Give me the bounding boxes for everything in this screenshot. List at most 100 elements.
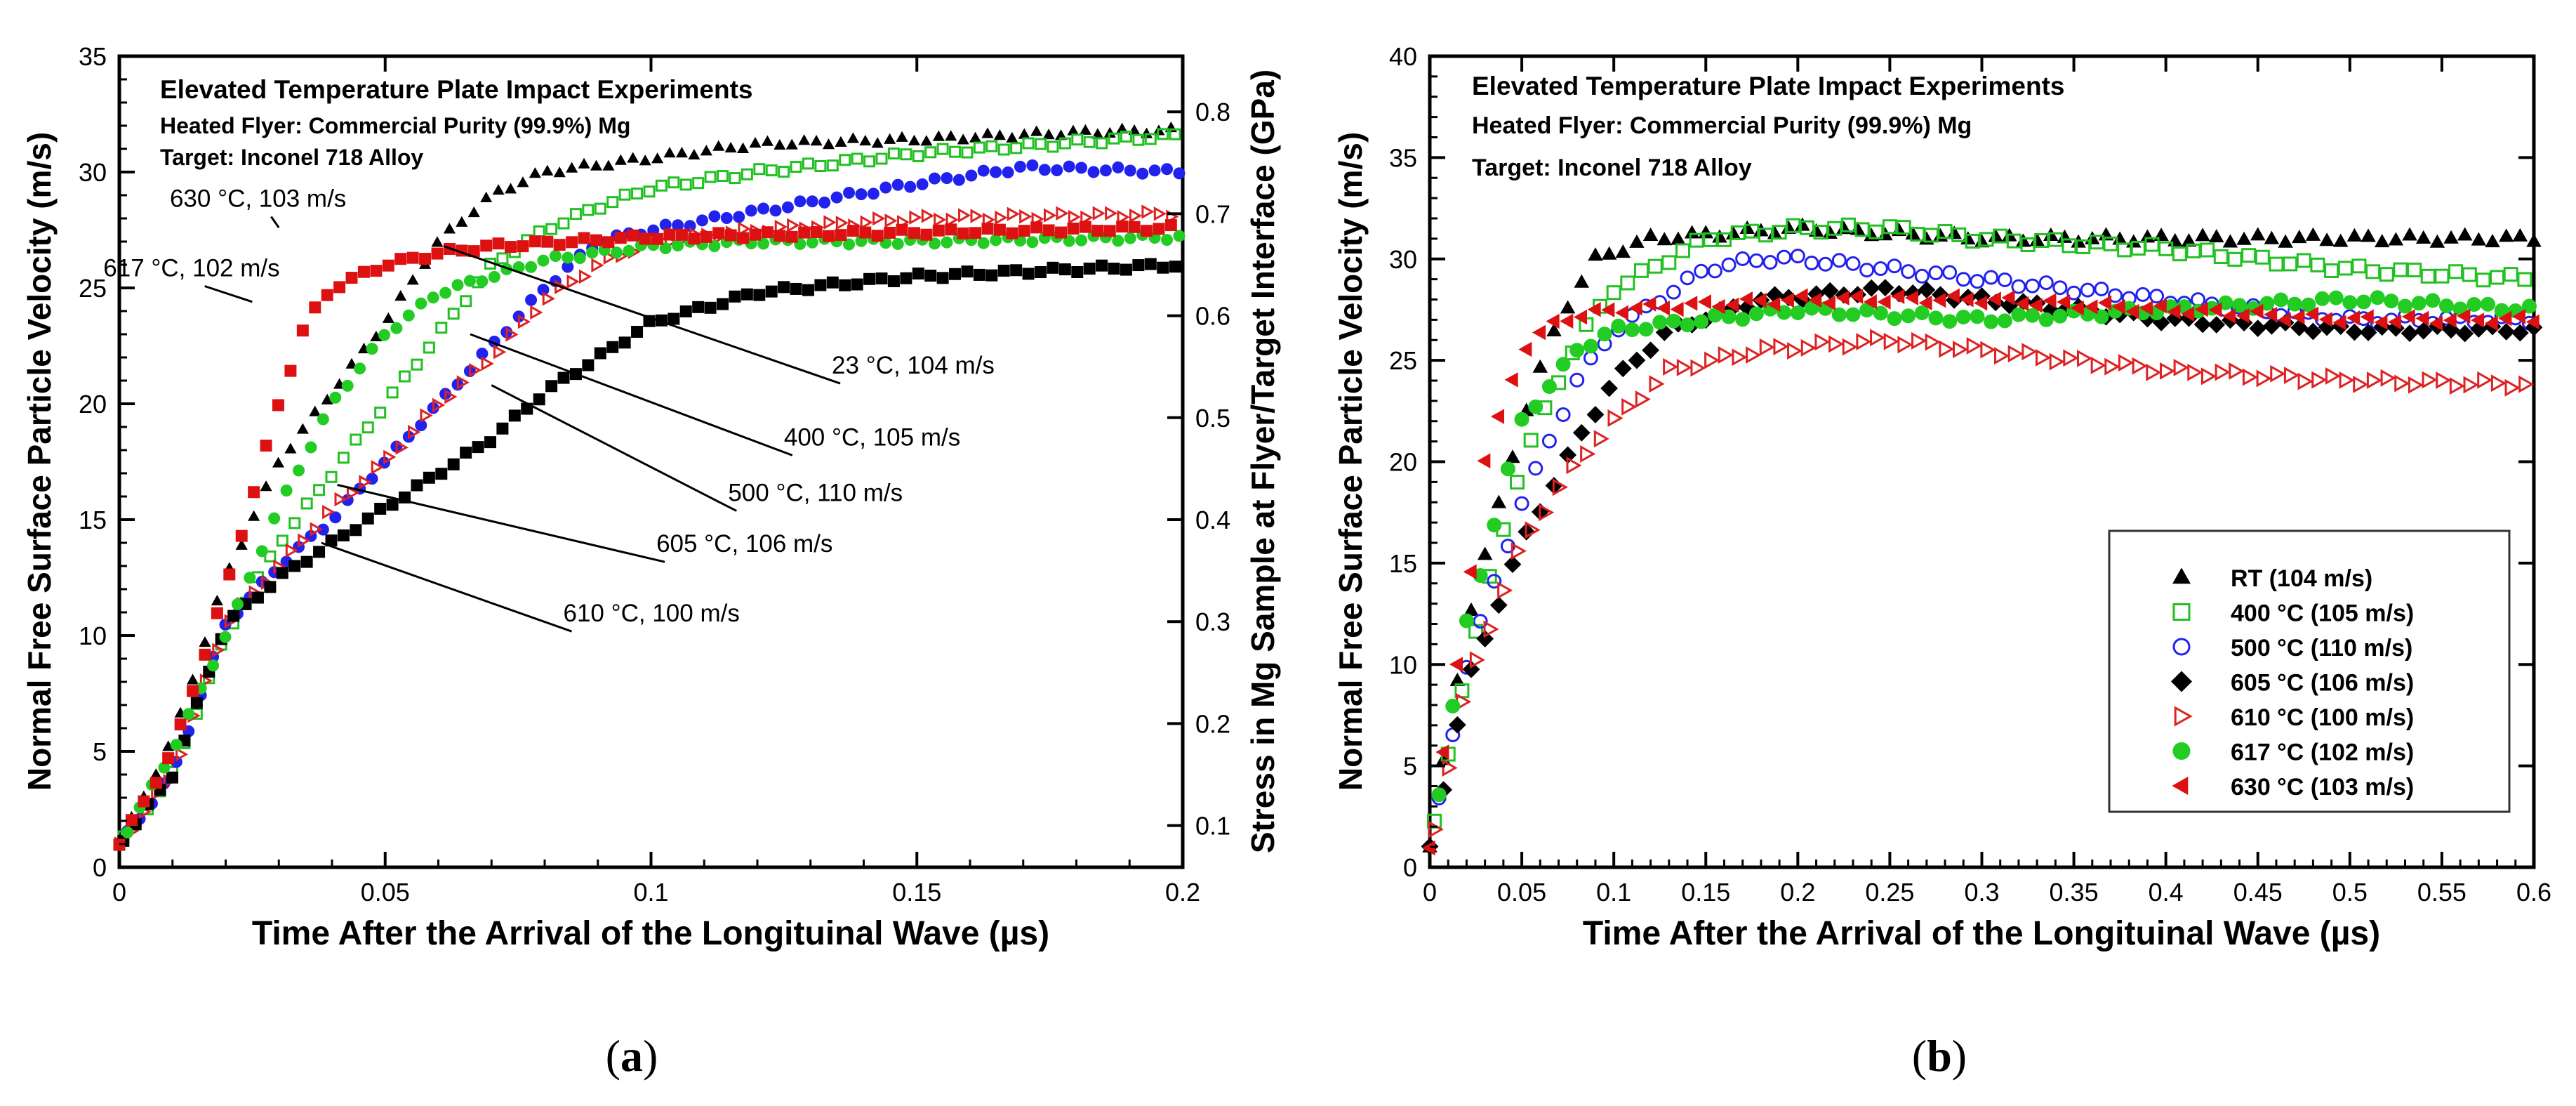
legend-label: 400 °C (105 m/s) (2231, 600, 2414, 627)
data-point (2011, 279, 2026, 294)
data-point (2401, 309, 2415, 324)
data-point (1635, 390, 1651, 409)
data-point (317, 413, 329, 426)
data-point (2172, 246, 2187, 262)
data-point (806, 195, 818, 208)
data-point (2063, 349, 2079, 367)
x-tick-label: 0.45 (2233, 878, 2283, 907)
data-point (1528, 399, 1543, 414)
data-point (1804, 256, 1819, 271)
data-point (578, 157, 590, 169)
data-point (431, 236, 444, 247)
data-point (1173, 230, 1186, 242)
y-tick-label: 15 (79, 506, 107, 534)
data-point (2318, 318, 2336, 336)
data-point (929, 237, 941, 250)
data-point (830, 191, 843, 204)
data-point (594, 202, 606, 215)
data-point (1096, 137, 1108, 150)
data-point (785, 230, 798, 243)
data-point (1689, 232, 1704, 248)
data-point (1124, 164, 1136, 177)
data-point (921, 209, 934, 223)
data-point (1628, 300, 1642, 316)
annotation-label-605-c-106-m-s: 605 °C, 106 m/s (656, 530, 832, 558)
data-point (2415, 310, 2429, 327)
data-point (1132, 133, 1145, 146)
data-point (932, 130, 945, 141)
data-point (2374, 315, 2388, 330)
data-point (839, 154, 851, 166)
data-point (2264, 307, 2278, 322)
data-point (1449, 672, 1466, 686)
data-point (505, 327, 519, 342)
data-point (481, 356, 494, 371)
data-point (255, 545, 268, 558)
data-point (936, 143, 949, 155)
data-point (908, 227, 920, 239)
data-point (541, 164, 554, 176)
y-tick-label: 5 (1403, 752, 1417, 781)
data-point (2236, 308, 2250, 324)
data-point (2521, 298, 2537, 314)
data-point (1500, 461, 1515, 477)
data-point (1124, 232, 1136, 244)
data-point (1105, 206, 1118, 221)
data-point (1006, 227, 1018, 239)
data-point (2215, 363, 2231, 381)
data-point (227, 610, 240, 622)
data-point (2498, 228, 2514, 242)
data-point (1735, 312, 1751, 327)
data-point (924, 146, 937, 159)
data-point (432, 397, 446, 413)
data-point (859, 134, 872, 146)
data-point (2332, 233, 2349, 247)
data-point (663, 228, 676, 241)
data-point (394, 253, 407, 265)
data-point (476, 275, 489, 288)
data-point (1051, 164, 1063, 176)
data-point (2296, 253, 2311, 268)
data-point (1083, 263, 1096, 275)
y-tick-label: 10 (79, 621, 107, 650)
data-point (1532, 324, 1546, 341)
data-point (166, 771, 178, 784)
data-point (562, 251, 574, 264)
data-point (1615, 244, 1631, 258)
plot-area-a (117, 54, 1185, 869)
data-point (2259, 296, 2275, 311)
data-point (530, 305, 543, 320)
data-point (1718, 346, 1734, 364)
data-point (199, 636, 211, 647)
data-point (1075, 234, 1088, 246)
data-point (569, 208, 582, 220)
data-point (1477, 546, 1493, 560)
data-point (2324, 263, 2339, 278)
data-point (1854, 222, 1870, 237)
panel-a-y-axis-label: Normal Free Surface Particle Velocity (m… (21, 132, 58, 791)
data-point (1490, 409, 1505, 424)
data-point (1173, 167, 1186, 180)
data-point (614, 232, 627, 244)
x-tick-label: 0.1 (1596, 878, 1631, 907)
data-point (627, 152, 639, 163)
data-point (1870, 329, 1886, 347)
data-point (990, 234, 1002, 246)
data-point (1642, 296, 1657, 312)
annotation-label-500-c-110-m-s: 500 °C, 110 m/s (728, 480, 903, 507)
data-point (276, 567, 288, 579)
panel-a-y2-axis-label: Stress in Mg Sample at Flyer/Target Inte… (1244, 70, 1281, 853)
data-point (1748, 306, 1764, 322)
data-point (456, 216, 468, 227)
data-point (2511, 309, 2526, 324)
data-point (211, 607, 223, 619)
annotation-leader-line (337, 484, 665, 563)
data-point (264, 550, 277, 562)
data-point (2356, 294, 2371, 310)
data-point (251, 591, 264, 604)
x-tick-label: 0.35 (2050, 878, 2099, 907)
data-point (981, 127, 994, 138)
data-point (2394, 374, 2410, 393)
data-point (639, 232, 651, 245)
data-point (708, 210, 721, 223)
